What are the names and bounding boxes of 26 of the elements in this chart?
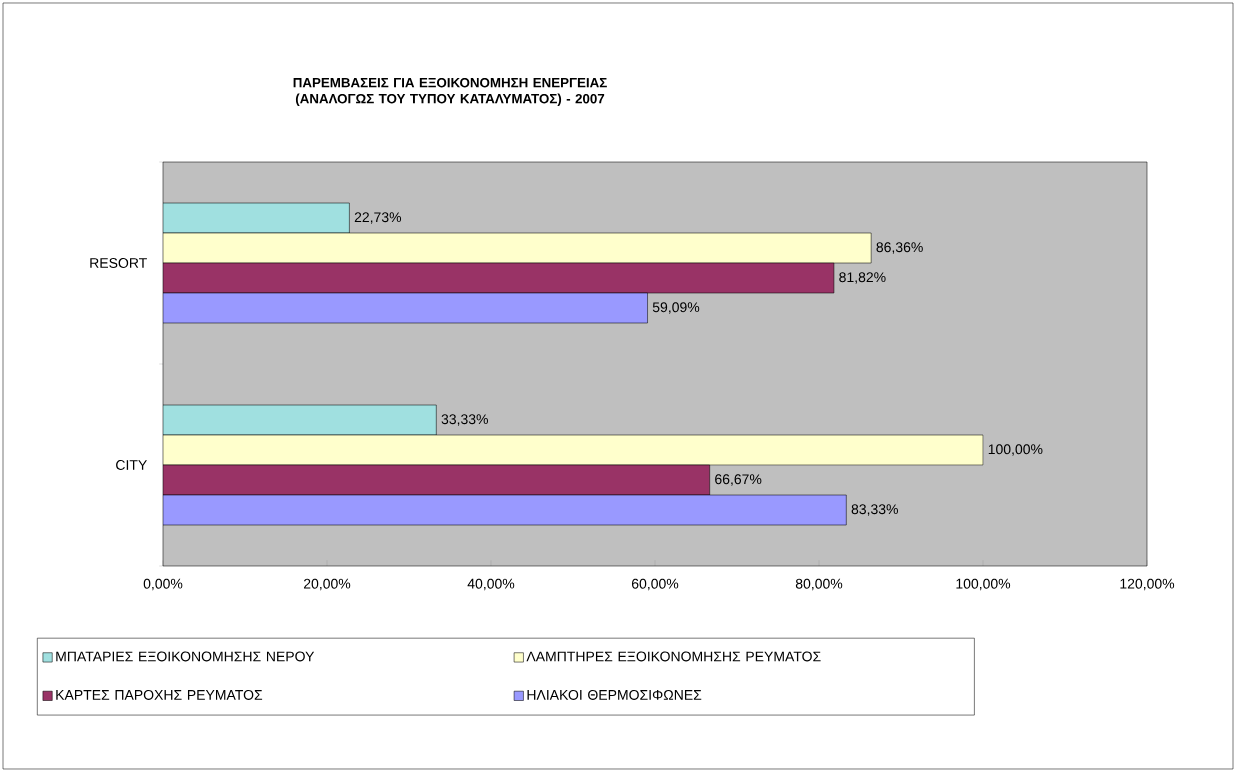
data-label: 81,82% bbox=[839, 272, 886, 284]
legend-label: ΚΑΡΤΕΣ ΠΑΡΟΧΗΣ ΡΕΥΜΑΤΟΣ bbox=[56, 689, 263, 700]
y-tick-label: RESORT bbox=[90, 258, 147, 268]
chart-title: ΠΑΡΕΜΒΑΣΕΙΣ ΓΙΑ ΕΞΟΙΚΟΝΟΜΗΣΗ ΕΝΕΡΓΕΙΑΣ (ΑΝΑΛΟΓΩΣ ΤΟΥ ΤΥΠΟΥ ΚΑΤΑΛΥΜΑΤΟΣ) - 2007 bbox=[293, 77, 607, 107]
data-label: 33,33% bbox=[441, 414, 488, 426]
legend-label: ΜΠΑΤΑΡΙΕΣ ΕΞΟΙΚΟΝΟΜΗΣΗΣ ΝΕΡΟΥ bbox=[56, 651, 315, 662]
x-tick-label: 20,00% bbox=[303, 578, 351, 591]
data-label: 100,00% bbox=[988, 444, 1043, 456]
x-tick-label: 40,00% bbox=[467, 578, 515, 591]
x-tick-label: 100,00% bbox=[956, 578, 1011, 591]
x-tick-label: 0,00% bbox=[143, 578, 183, 591]
x-tick-label: 80,00% bbox=[795, 578, 843, 591]
x-tick-label: 60,00% bbox=[631, 578, 679, 591]
bar bbox=[163, 464, 710, 496]
data-label: 86,36% bbox=[876, 242, 923, 254]
bar bbox=[163, 434, 984, 466]
bar bbox=[163, 232, 872, 264]
bar bbox=[163, 262, 835, 294]
data-label: 83,33% bbox=[851, 504, 898, 516]
legend-label: ΛΑΜΠΤΗΡΕΣ ΕΞΟΙΚΟΝΟΜΗΣΗΣ ΡΕΥΜΑΤΟΣ bbox=[526, 651, 821, 662]
legend-label: ΗΛΙΑΚΟΙ ΘΕΡΜΟΣΙΦΩΝΕΣ bbox=[527, 689, 702, 700]
data-label: 59,09% bbox=[652, 302, 700, 314]
data-label: 66,67% bbox=[715, 474, 762, 486]
data-label: 22,73% bbox=[354, 212, 402, 224]
x-tick-label: 120,00% bbox=[1120, 578, 1175, 591]
y-tick-label: CITY bbox=[116, 460, 147, 470]
